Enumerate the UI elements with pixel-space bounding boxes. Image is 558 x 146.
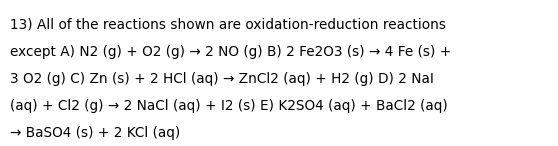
Text: → BaSO4 (s) + 2 KCl (aq): → BaSO4 (s) + 2 KCl (aq) — [10, 126, 180, 140]
Text: 13) All of the reactions shown are oxidation-reduction reactions: 13) All of the reactions shown are oxida… — [10, 18, 446, 32]
Text: (aq) + Cl2 (g) → 2 NaCl (aq) + I2 (s) E) K2SO4 (aq) + BaCl2 (aq): (aq) + Cl2 (g) → 2 NaCl (aq) + I2 (s) E)… — [10, 99, 448, 113]
Text: 3 O2 (g) C) Zn (s) + 2 HCl (aq) → ZnCl2 (aq) + H2 (g) D) 2 NaI: 3 O2 (g) C) Zn (s) + 2 HCl (aq) → ZnCl2 … — [10, 72, 434, 86]
Text: except A) N2 (g) + O2 (g) → 2 NO (g) B) 2 Fe2O3 (s) → 4 Fe (s) +: except A) N2 (g) + O2 (g) → 2 NO (g) B) … — [10, 45, 451, 59]
